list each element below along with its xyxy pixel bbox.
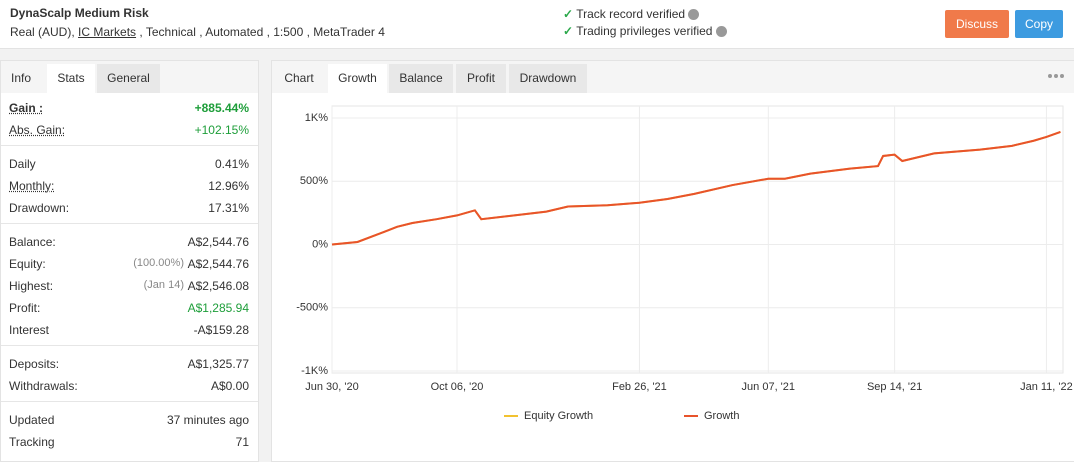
- stat-label: Daily: [9, 157, 36, 171]
- details: , Technical , Automated , 1:500 , MetaTr…: [139, 25, 385, 39]
- stat-value: 37 minutes ago: [166, 413, 249, 427]
- y-tick-label: 1K%: [305, 112, 328, 124]
- stat-value: 71: [235, 435, 249, 449]
- y-tick-label: -1K%: [301, 365, 328, 377]
- stat-value: A$1,325.77: [187, 357, 249, 371]
- tab[interactable]: General: [97, 64, 160, 93]
- stat-value: 0.41%: [214, 157, 249, 171]
- stat-label: Drawdown:: [9, 201, 70, 215]
- menu-icon[interactable]: [1047, 73, 1065, 79]
- legend-label: Growth: [704, 410, 739, 422]
- stat-label: Interest: [9, 323, 50, 337]
- tab[interactable]: Balance: [389, 64, 453, 93]
- y-tick-label: 500%: [300, 175, 328, 187]
- verification: ✓ Trading privileges verified: [563, 24, 727, 38]
- stat-value: +885.44%: [194, 101, 249, 115]
- y-tick-label: -500%: [296, 302, 328, 314]
- stat-note: (Jan 14): [143, 279, 184, 291]
- subtitle: Real (AUD), IC Markets , Technical , Aut…: [10, 25, 385, 39]
- stat-label: Profit:: [9, 301, 41, 315]
- stat-label: Withdrawals:: [9, 379, 78, 393]
- x-tick-label: Feb 26, '21: [612, 381, 667, 393]
- header: DynaScalp Medium Risk Real (AUD), IC Mar…: [0, 0, 1074, 49]
- title: DynaScalp Medium Risk: [10, 6, 149, 20]
- legend-label: Equity Growth: [524, 410, 593, 422]
- stat-label: Updated: [9, 413, 55, 427]
- stat-label: Highest:: [9, 279, 54, 293]
- separator: [1, 345, 258, 346]
- copy-button[interactable]: Copy: [1015, 10, 1063, 38]
- stat-value: -A$159.28: [193, 323, 249, 337]
- verification-text: Track record verified: [576, 7, 686, 21]
- y-tick-label: 0%: [312, 238, 328, 250]
- tab: Chart: [272, 64, 326, 93]
- tab[interactable]: Profit: [456, 64, 506, 93]
- stat-note: (100.00%): [133, 257, 184, 269]
- stats-panel: Info Stats General Gain : +885.44% Abs. Ga…: [0, 60, 259, 462]
- stat-value: A$2,546.08: [187, 279, 249, 293]
- stat-value: A$0.00: [210, 379, 249, 393]
- tab[interactable]: Info: [1, 64, 41, 93]
- x-tick-label: Sep 14, '21: [867, 381, 922, 393]
- stat-value: A$2,544.76: [187, 257, 249, 271]
- tab[interactable]: Drawdown: [509, 64, 587, 93]
- stat-label: Deposits:: [9, 357, 60, 371]
- x-tick-label: Jun 30, '20: [305, 381, 358, 393]
- plot-area: [331, 105, 1064, 374]
- stat-value: A$1,285.94: [187, 301, 249, 315]
- stat-value: +102.15%: [194, 123, 249, 137]
- verification: ✓ Track record verified: [563, 7, 700, 21]
- stat-value: A$2,544.76: [187, 235, 249, 249]
- discuss-button[interactable]: Discuss: [945, 10, 1009, 38]
- stat-label: Monthly:: [9, 179, 55, 193]
- separator: [1, 145, 258, 146]
- x-tick-label: Oct 06, '20: [431, 381, 484, 393]
- tab[interactable]: Stats: [47, 64, 95, 93]
- stat-value: 17.31%: [208, 201, 249, 215]
- line: [331, 130, 1061, 246]
- stat-label: Balance:: [9, 235, 56, 249]
- x-tick-label: Jun 07, '21: [742, 381, 795, 393]
- broker-link[interactable]: IC Markets: [78, 25, 137, 39]
- chart: 1K% 500% 0% -500% -1K% Jun 30, '20 Oct 06, '20…: [296, 105, 1073, 422]
- chart-panel: Chart Growth Balance Profit Drawdown 1K%…: [271, 60, 1074, 462]
- x-tick-label: Jan 11, '22: [1020, 381, 1073, 393]
- stat-label: Tracking: [9, 435, 55, 449]
- account: Real (AUD),: [10, 25, 75, 39]
- tab[interactable]: Growth: [328, 64, 387, 93]
- stat-label: Abs. Gain:: [9, 123, 66, 137]
- stat-label: Gain :: [9, 101, 44, 115]
- line: [331, 130, 1061, 246]
- separator: [1, 401, 258, 402]
- verification-text: Trading privileges verified: [576, 24, 713, 38]
- stat-value: 12.96%: [208, 179, 249, 193]
- stat-label: Equity:: [9, 257, 46, 271]
- separator: [1, 223, 258, 224]
